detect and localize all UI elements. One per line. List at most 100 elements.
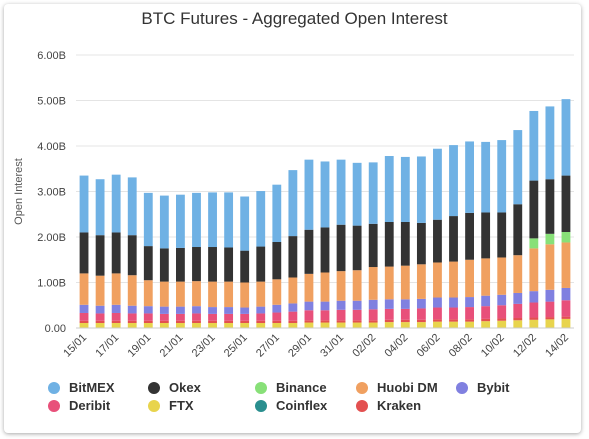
bar-segment-ftx [143, 322, 153, 328]
bar-segment-okex [497, 212, 507, 258]
bar-segment-ftx [561, 318, 571, 328]
bar-segment-okex [304, 229, 314, 274]
bar-segment-kraken [416, 319, 426, 323]
bar-segment-bitmex [143, 192, 153, 247]
bar-segment-okex [352, 225, 362, 271]
bar-segment-kraken [159, 320, 169, 323]
bar-segment-deribit [416, 308, 426, 320]
bar-segment-kraken [561, 316, 571, 319]
x-tick-label: 10/02 [479, 332, 507, 360]
bar-segment-deribit [272, 312, 282, 321]
bar-segment-deribit [481, 306, 491, 319]
bar-segment-huobi-dm [384, 266, 394, 300]
bar-segment-bitmex [449, 145, 458, 217]
bar-segment-huobi-dm [352, 270, 362, 301]
bar-segment-huobi-dm [481, 258, 491, 296]
y-axis-label: Open Interest [13, 158, 25, 225]
bar-segment-deribit [79, 312, 89, 321]
bar-segment-huobi-dm [240, 282, 250, 308]
bar-segment-ftx [320, 322, 330, 328]
bar-segment-ftx [304, 322, 314, 328]
bar-segment-huobi-dm [449, 261, 458, 298]
bar-segment-ftx [513, 320, 523, 328]
bar-segment-bybit [368, 299, 378, 310]
bar-segment-bybit [143, 306, 153, 314]
bar-segment-kraken [208, 320, 217, 323]
x-tick-label: 12/02 [511, 332, 539, 360]
bar-segment-kraken [449, 319, 458, 322]
bar-segment-bitmex [433, 148, 442, 220]
bar-segment-bybit [256, 306, 266, 314]
bar-segment-bitmex [465, 141, 474, 213]
bar-segment-bybit [497, 294, 507, 306]
bar-segment-deribit [561, 300, 571, 317]
bar-segment-okex [256, 246, 266, 282]
bar-segment-ftx [95, 322, 105, 328]
bar-segment-deribit [111, 312, 121, 321]
bar-segment-huobi-dm [256, 281, 266, 307]
bar-segment-okex [465, 212, 474, 260]
bar-segment-kraken [320, 320, 330, 323]
bar-segment-ftx [176, 322, 185, 328]
bar-segment-okex [416, 222, 426, 265]
bar-segment-bitmex [497, 140, 507, 213]
bar-segment-bitmex [384, 156, 394, 222]
bar-segment-ftx [545, 319, 555, 328]
y-tick-label: 6.00B [37, 50, 66, 62]
bar-segment-bitmex [416, 156, 426, 223]
bar-segment-bybit [481, 295, 491, 307]
chart-title: BTC Futures - Aggregated Open Interest [141, 9, 448, 28]
bar-segment-ftx [288, 322, 298, 328]
bar-segment-okex [272, 242, 282, 280]
bar-segment-bybit [320, 301, 330, 311]
y-tick-label: 5.00B [37, 96, 66, 108]
bar-segment-kraken [545, 317, 555, 320]
x-tick-label: 23/01 [190, 332, 218, 360]
bar-segment-ftx [127, 322, 137, 328]
bar-segment-deribit [336, 309, 346, 321]
bar-segment-okex [481, 212, 491, 259]
bar-segment-bitmex [368, 162, 378, 224]
bar-segment-kraken [111, 320, 121, 323]
y-tick-label: 2.00B [37, 232, 66, 244]
bar-segment-kraken [256, 320, 266, 323]
bar-segment-huobi-dm [79, 273, 89, 305]
bar-segment-bitmex [224, 192, 234, 248]
x-tick-label: 02/02 [350, 332, 378, 360]
bar-segment-huobi-dm [433, 262, 442, 298]
bar-segment-ftx [433, 321, 442, 328]
bar-segment-kraken [192, 320, 201, 323]
bar-segment-huobi-dm [224, 281, 234, 308]
bar-segment-bybit [529, 291, 539, 303]
bar-segment-ftx [368, 322, 378, 328]
bar-segment-bybit [433, 297, 442, 308]
bar-segment-ftx [497, 320, 507, 328]
bar-segment-bybit [513, 292, 523, 304]
x-tick-label: 06/02 [415, 332, 443, 360]
bar-segment-huobi-dm [143, 280, 153, 307]
bar-segment-ftx [449, 321, 458, 328]
bar-segment-ftx [384, 322, 394, 328]
bar-segment-bitmex [192, 192, 201, 248]
bar-segment-bitmex [481, 141, 491, 213]
bar-segment-okex [79, 232, 89, 274]
bar-segment-ftx [224, 322, 234, 328]
bar-segment-deribit [529, 302, 539, 318]
bar-segment-huobi-dm [416, 264, 426, 299]
bar-segment-deribit [513, 303, 523, 318]
bar-segment-huobi-dm [368, 267, 378, 300]
bar-segment-bybit [240, 307, 250, 314]
y-tick-label: 1.00B [37, 278, 66, 290]
bar-segment-ftx [481, 321, 491, 328]
bar-segment-okex [143, 246, 153, 281]
bar-segment-bitmex [513, 130, 523, 205]
x-tick-label: 14/02 [543, 332, 571, 360]
bar-segment-bitmex [288, 170, 298, 237]
bar-segment-deribit [192, 313, 201, 321]
bar-segment-huobi-dm [208, 281, 217, 308]
bar-segment-okex [95, 235, 105, 276]
bar-segment-bitmex [208, 192, 217, 248]
bar-segment-bitmex [272, 184, 282, 243]
bar-segment-okex [240, 250, 250, 283]
bar-segment-kraken [368, 320, 378, 323]
